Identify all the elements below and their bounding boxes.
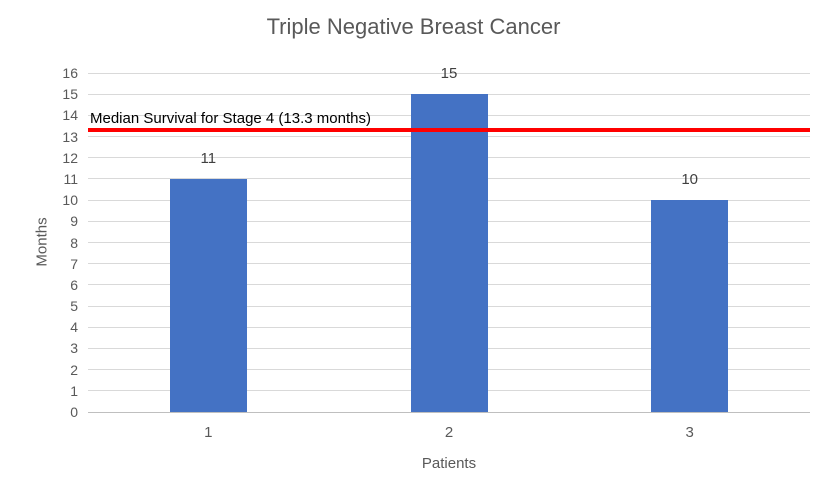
bar-data-label: 15: [440, 65, 458, 83]
gridline: [88, 72, 810, 74]
y-tick-label: 11: [63, 170, 78, 187]
chart-title: Triple Negative Breast Cancer: [266, 14, 561, 39]
reference-line: [88, 128, 810, 132]
y-tick-label: 7: [70, 255, 78, 272]
y-tick-label: 5: [70, 298, 78, 315]
reference-line-label: Median Survival for Stage 4 (13.3 months…: [90, 109, 371, 127]
y-tick-label: 4: [70, 319, 78, 336]
x-axis-line: [88, 411, 810, 413]
bar-data-label: 11: [200, 149, 217, 167]
y-tick-label: 16: [62, 65, 78, 81]
bar: [410, 94, 488, 412]
bar: [169, 178, 247, 412]
y-tick-label: 13: [62, 128, 78, 145]
y-tick-label: 10: [62, 192, 78, 209]
y-tick-label: 2: [70, 361, 78, 378]
x-tick-label: 1: [204, 424, 213, 441]
y-tick-label: 1: [70, 382, 78, 399]
y-tick-label: 9: [70, 213, 78, 230]
y-tick-label: 14: [62, 107, 78, 124]
y-tick-label: 8: [70, 234, 78, 251]
bar-data-label: 10: [681, 171, 698, 189]
y-tick-label: 0: [70, 404, 78, 420]
bar: [651, 200, 729, 412]
x-axis-title: Patients: [421, 455, 477, 472]
y-tick-label: 3: [70, 340, 78, 357]
x-tick-label: 3: [685, 424, 694, 441]
y-tick-label: 15: [62, 86, 78, 103]
y-tick-label: 6: [70, 276, 78, 293]
x-tick-label: 2: [444, 424, 454, 441]
plot-area: 0 1 2 3 4 5 6 7 8 9 10 11 12 13 14 15 16 11 1 15 2 10 3 Median …: [62, 66, 810, 441]
y-tick-label: 12: [62, 149, 78, 166]
